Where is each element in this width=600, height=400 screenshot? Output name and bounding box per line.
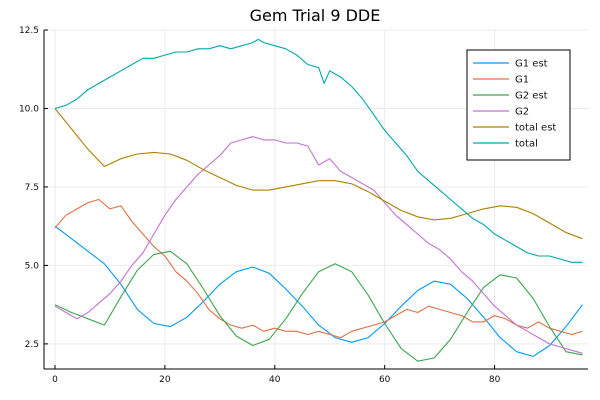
series-line-g1 [54, 198, 583, 339]
axes: 0 20 40 60 80 2.5 5.0 7.5 10.0 12.5 [19, 26, 588, 385]
legend-label-total-est: total est [515, 123, 556, 134]
legend-label-g2-est: G2 est [515, 91, 548, 102]
y-tick-label: 12.5 [19, 26, 39, 36]
series-line-total-est [54, 108, 583, 240]
y-tick-label: 2.5 [25, 340, 39, 350]
series-line-g2-est [54, 250, 583, 362]
grid [44, 29, 588, 369]
series-group [54, 38, 583, 362]
x-tick-label: 60 [379, 375, 391, 385]
x-tick-label: 0 [52, 375, 58, 385]
y-tick-label: 5.0 [25, 261, 40, 271]
legend-label-total: total [515, 139, 538, 150]
series-line-total [54, 38, 583, 263]
chart-title: Gem Trial 9 DDE [250, 6, 381, 25]
legend-label-g1: G1 [515, 75, 529, 86]
legend-label-g2: G2 [515, 107, 529, 118]
x-tick-label: 40 [269, 375, 281, 385]
y-tick-label: 7.5 [25, 183, 39, 193]
legend-label-g1-est: G1 est [515, 59, 548, 70]
series-line-g1-est [54, 225, 583, 357]
legend-box [466, 49, 571, 161]
legend: G1 est G1 G2 est G2 total est total [466, 49, 571, 161]
x-tick-label: 80 [489, 375, 501, 385]
series-line-g2 [54, 136, 583, 354]
y-tick-label: 10.0 [19, 104, 39, 114]
x-tick-label: 20 [159, 375, 171, 385]
